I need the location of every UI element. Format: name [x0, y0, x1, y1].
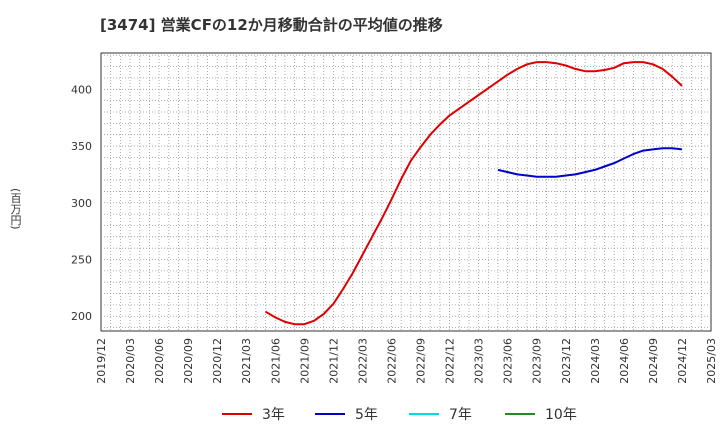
x-tick-label: 2021/09: [298, 338, 311, 384]
x-tick-label: 2021/12: [327, 338, 340, 384]
x-tick-label: 2020/09: [182, 338, 195, 384]
x-tick-label: 2024/03: [589, 338, 602, 384]
series-line: [497, 147, 683, 178]
x-tick-label: 2023/03: [473, 338, 486, 384]
x-tick-label: 2023/09: [531, 338, 544, 384]
y-tick-label: 400: [71, 83, 92, 96]
x-tick-label: 2022/09: [415, 338, 428, 384]
x-tick-label: 2023/06: [502, 338, 515, 384]
x-tick-label: 2023/12: [560, 338, 573, 384]
legend-swatch: [505, 413, 535, 415]
y-tick-label: 300: [71, 197, 92, 210]
chart-legend: 3年 5年 7年 10年: [0, 404, 720, 426]
x-tick-label: 2022/06: [385, 338, 398, 384]
legend-label: 5年: [355, 407, 378, 423]
y-tick-label: 200: [71, 310, 92, 323]
x-tick-label: 2024/09: [647, 338, 660, 384]
y-axis-label: (百万円): [9, 188, 22, 230]
y-tick-label: 350: [71, 140, 92, 153]
series-line: [265, 61, 683, 326]
legend-swatch: [409, 413, 439, 415]
chart-plot: 200 250 300 350 400 2019/12 2020/03 2020/06 2020…: [71, 52, 718, 384]
x-tick-label: 2021/06: [269, 338, 282, 384]
x-tick-label: 2022/03: [356, 338, 369, 384]
legend-label: 3年: [262, 407, 285, 423]
legend-item: 3年: [222, 404, 285, 424]
legend-swatch: [315, 413, 345, 415]
legend-swatch: [222, 413, 252, 415]
legend-item: 7年: [409, 404, 472, 424]
legend-item: 5年: [315, 404, 378, 424]
x-tick-label: 2024/06: [618, 338, 631, 384]
plot-area: [100, 52, 712, 332]
chart-title: [3474] 営業CFの12か月移動合計の平均値の推移: [100, 16, 443, 34]
legend-label: 10年: [545, 407, 577, 423]
legend-label: 7年: [449, 407, 472, 423]
x-tick-label: 2020/12: [211, 338, 224, 384]
x-tick-label: 2020/03: [124, 338, 137, 384]
x-tick-label: 2022/12: [444, 338, 457, 384]
x-tick-label: 2024/12: [676, 338, 689, 384]
y-tick-label: 250: [71, 254, 92, 267]
x-tick-label: 2019/12: [95, 338, 108, 384]
x-tick-label: 2021/03: [240, 338, 253, 384]
legend-item: 10年: [505, 404, 577, 424]
x-tick-label: 2020/06: [153, 338, 166, 384]
x-tick-label: 2025/03: [705, 338, 718, 384]
